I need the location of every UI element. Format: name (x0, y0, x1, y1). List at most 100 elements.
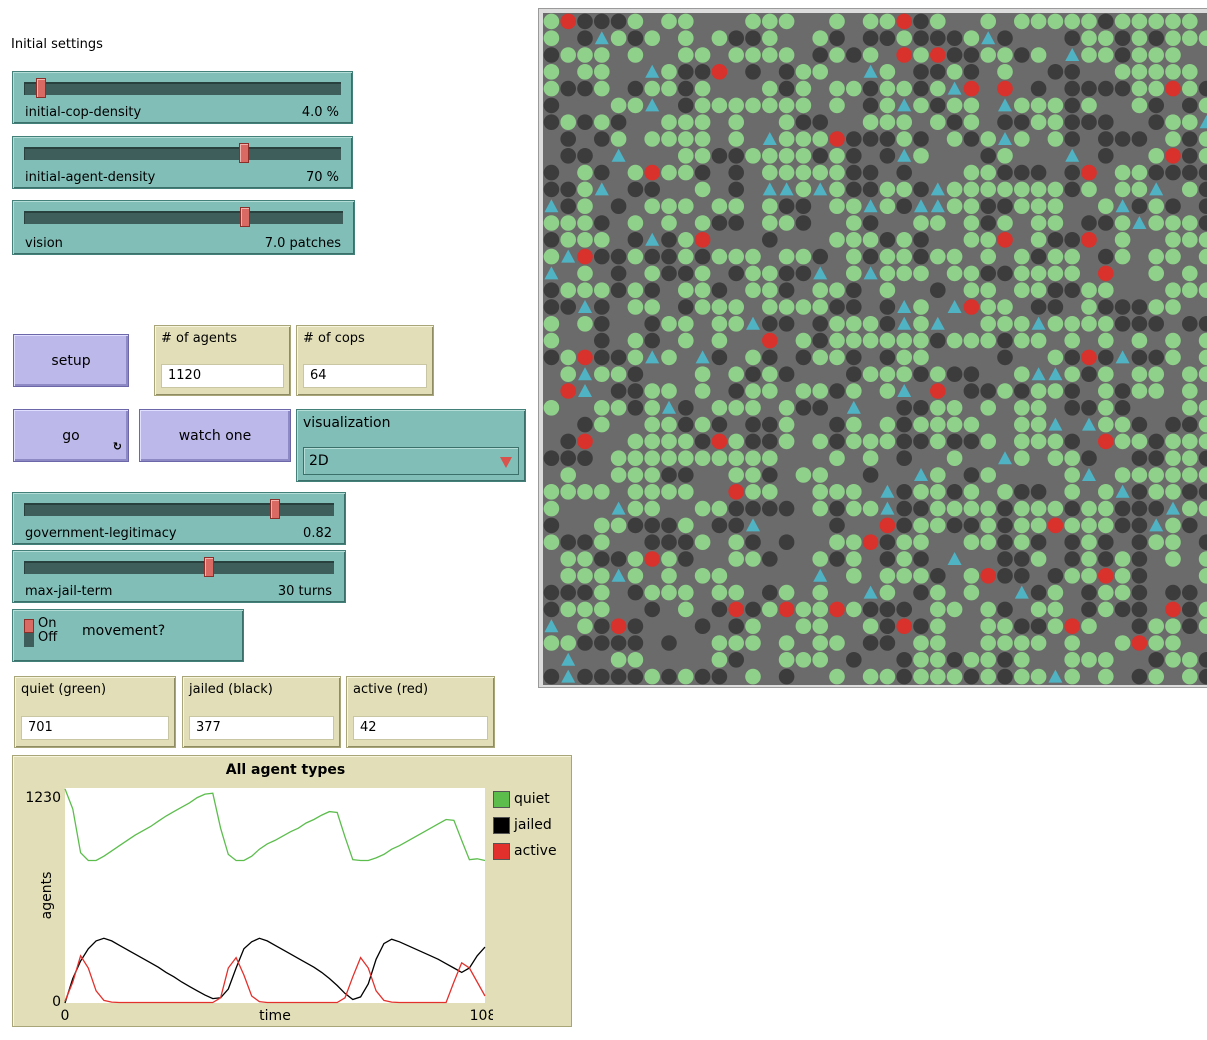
jailed-agent (913, 400, 929, 416)
cop-agent (611, 501, 626, 515)
jailed-agent (1014, 551, 1030, 567)
jailed-agent (1165, 416, 1181, 433)
quiet-agent (1064, 652, 1080, 668)
quiet-agent (1182, 64, 1198, 80)
quiet-agent (594, 416, 610, 433)
initial-agent-density-slider[interactable]: initial-agent-density 70 % (12, 136, 353, 189)
quiet-agent (778, 635, 795, 651)
slider-thumb[interactable] (204, 557, 214, 577)
quiet-agent (913, 416, 929, 433)
cop-agent (561, 652, 576, 666)
jailed-agent (1098, 534, 1114, 550)
jailed-agent (560, 534, 576, 550)
jailed-agent (896, 484, 912, 500)
jailed-agent (644, 248, 660, 265)
jailed-agent (829, 416, 845, 433)
quiet-agent (610, 366, 627, 383)
jailed-agent (1064, 500, 1080, 517)
jailed-agent (1198, 181, 1207, 198)
jailed-agent (778, 316, 795, 332)
quiet-agent (946, 500, 963, 517)
quiet-agent (711, 316, 728, 332)
switch-knob[interactable] (24, 619, 34, 633)
jailed-agent (661, 265, 677, 282)
quiet-agent (543, 316, 560, 332)
slider-thumb[interactable] (270, 499, 280, 519)
slider-track[interactable] (24, 561, 334, 574)
jailed-agent (1182, 316, 1198, 332)
quiet-agent (1165, 517, 1181, 534)
switch-rail[interactable] (24, 619, 34, 647)
setup-button[interactable]: setup (13, 334, 129, 387)
jailed-agent (1148, 164, 1164, 181)
dropdown-arrow-icon[interactable] (500, 457, 512, 468)
slider-thumb[interactable] (36, 78, 47, 98)
jailed-agent (997, 551, 1013, 567)
cop-agent (981, 31, 996, 45)
cop-agent (561, 249, 576, 263)
go-button[interactable]: go ↻ (13, 409, 129, 462)
quiet-agent (913, 47, 929, 63)
jailed-agent (1182, 131, 1198, 147)
quiet-agent (1047, 248, 1064, 265)
quiet-agent (913, 652, 929, 668)
watch-one-button[interactable]: watch one (139, 409, 291, 462)
cop-agent (930, 199, 945, 213)
quiet-agent (1014, 332, 1030, 349)
quiet-agent (1114, 232, 1131, 248)
quiet-agent (879, 198, 896, 214)
quiet-agent (879, 584, 896, 601)
quiet-agent (594, 568, 610, 584)
quiet-agent (1098, 316, 1114, 332)
slider-thumb[interactable] (240, 207, 251, 227)
quiet-agent (577, 618, 593, 634)
jailed-agent (997, 198, 1013, 214)
quiet-agent (1081, 316, 1097, 332)
slider-track[interactable] (24, 503, 334, 516)
monitor-value: 1120 (161, 364, 284, 388)
jailed-agent (577, 114, 593, 130)
slider-track[interactable] (24, 147, 341, 160)
world-view[interactable] (538, 8, 1207, 688)
jailed-agent (879, 349, 896, 366)
jailed-agent (795, 400, 812, 416)
quiet-agent (980, 248, 996, 265)
active-agent (778, 601, 795, 618)
jailed-agent (1114, 383, 1131, 399)
jailed-agent (1030, 584, 1047, 601)
cop-agent (998, 451, 1012, 465)
quiet-agent (1047, 181, 1064, 198)
quiet-agent (1165, 282, 1181, 299)
quiet-agent (661, 450, 677, 467)
quiet-agent (627, 97, 644, 114)
jailed-agent (678, 97, 694, 114)
initial-cop-density-slider[interactable]: initial-cop-density 4.0 % (12, 71, 353, 124)
quiet-agent (896, 30, 912, 46)
visualization-chooser[interactable]: visualization 2D (296, 409, 526, 482)
visualization-select[interactable]: 2D (303, 447, 519, 475)
vision-slider[interactable]: vision 7.0 patches (12, 200, 355, 255)
quiet-agent (829, 349, 845, 366)
quiet-agent (997, 635, 1013, 651)
quiet-agent (1098, 30, 1114, 46)
slider-thumb[interactable] (238, 143, 249, 163)
max-jail-term-slider[interactable]: max-jail-term 30 turns (12, 550, 346, 603)
movement-switch[interactable]: On Off movement? (12, 609, 244, 662)
quiet-agent (1165, 551, 1181, 567)
jailed-agent (1131, 450, 1148, 467)
cop-agent (863, 64, 878, 78)
government-legitimacy-slider[interactable]: government-legitimacy 0.82 (12, 492, 346, 545)
jailed-agent (778, 534, 795, 550)
quiet-agent (1030, 265, 1047, 282)
slider-track[interactable] (24, 211, 343, 224)
jailed-agent (745, 534, 761, 550)
world-canvas[interactable] (543, 13, 1207, 685)
quiet-agent (728, 584, 744, 601)
slider-track[interactable] (24, 82, 341, 95)
quiet-agent (812, 349, 828, 366)
jailed-agent (963, 131, 980, 147)
quiet-agent (1182, 433, 1198, 450)
jailed-agent (594, 668, 610, 685)
quiet-agent (879, 64, 896, 80)
active-agent (560, 13, 576, 30)
